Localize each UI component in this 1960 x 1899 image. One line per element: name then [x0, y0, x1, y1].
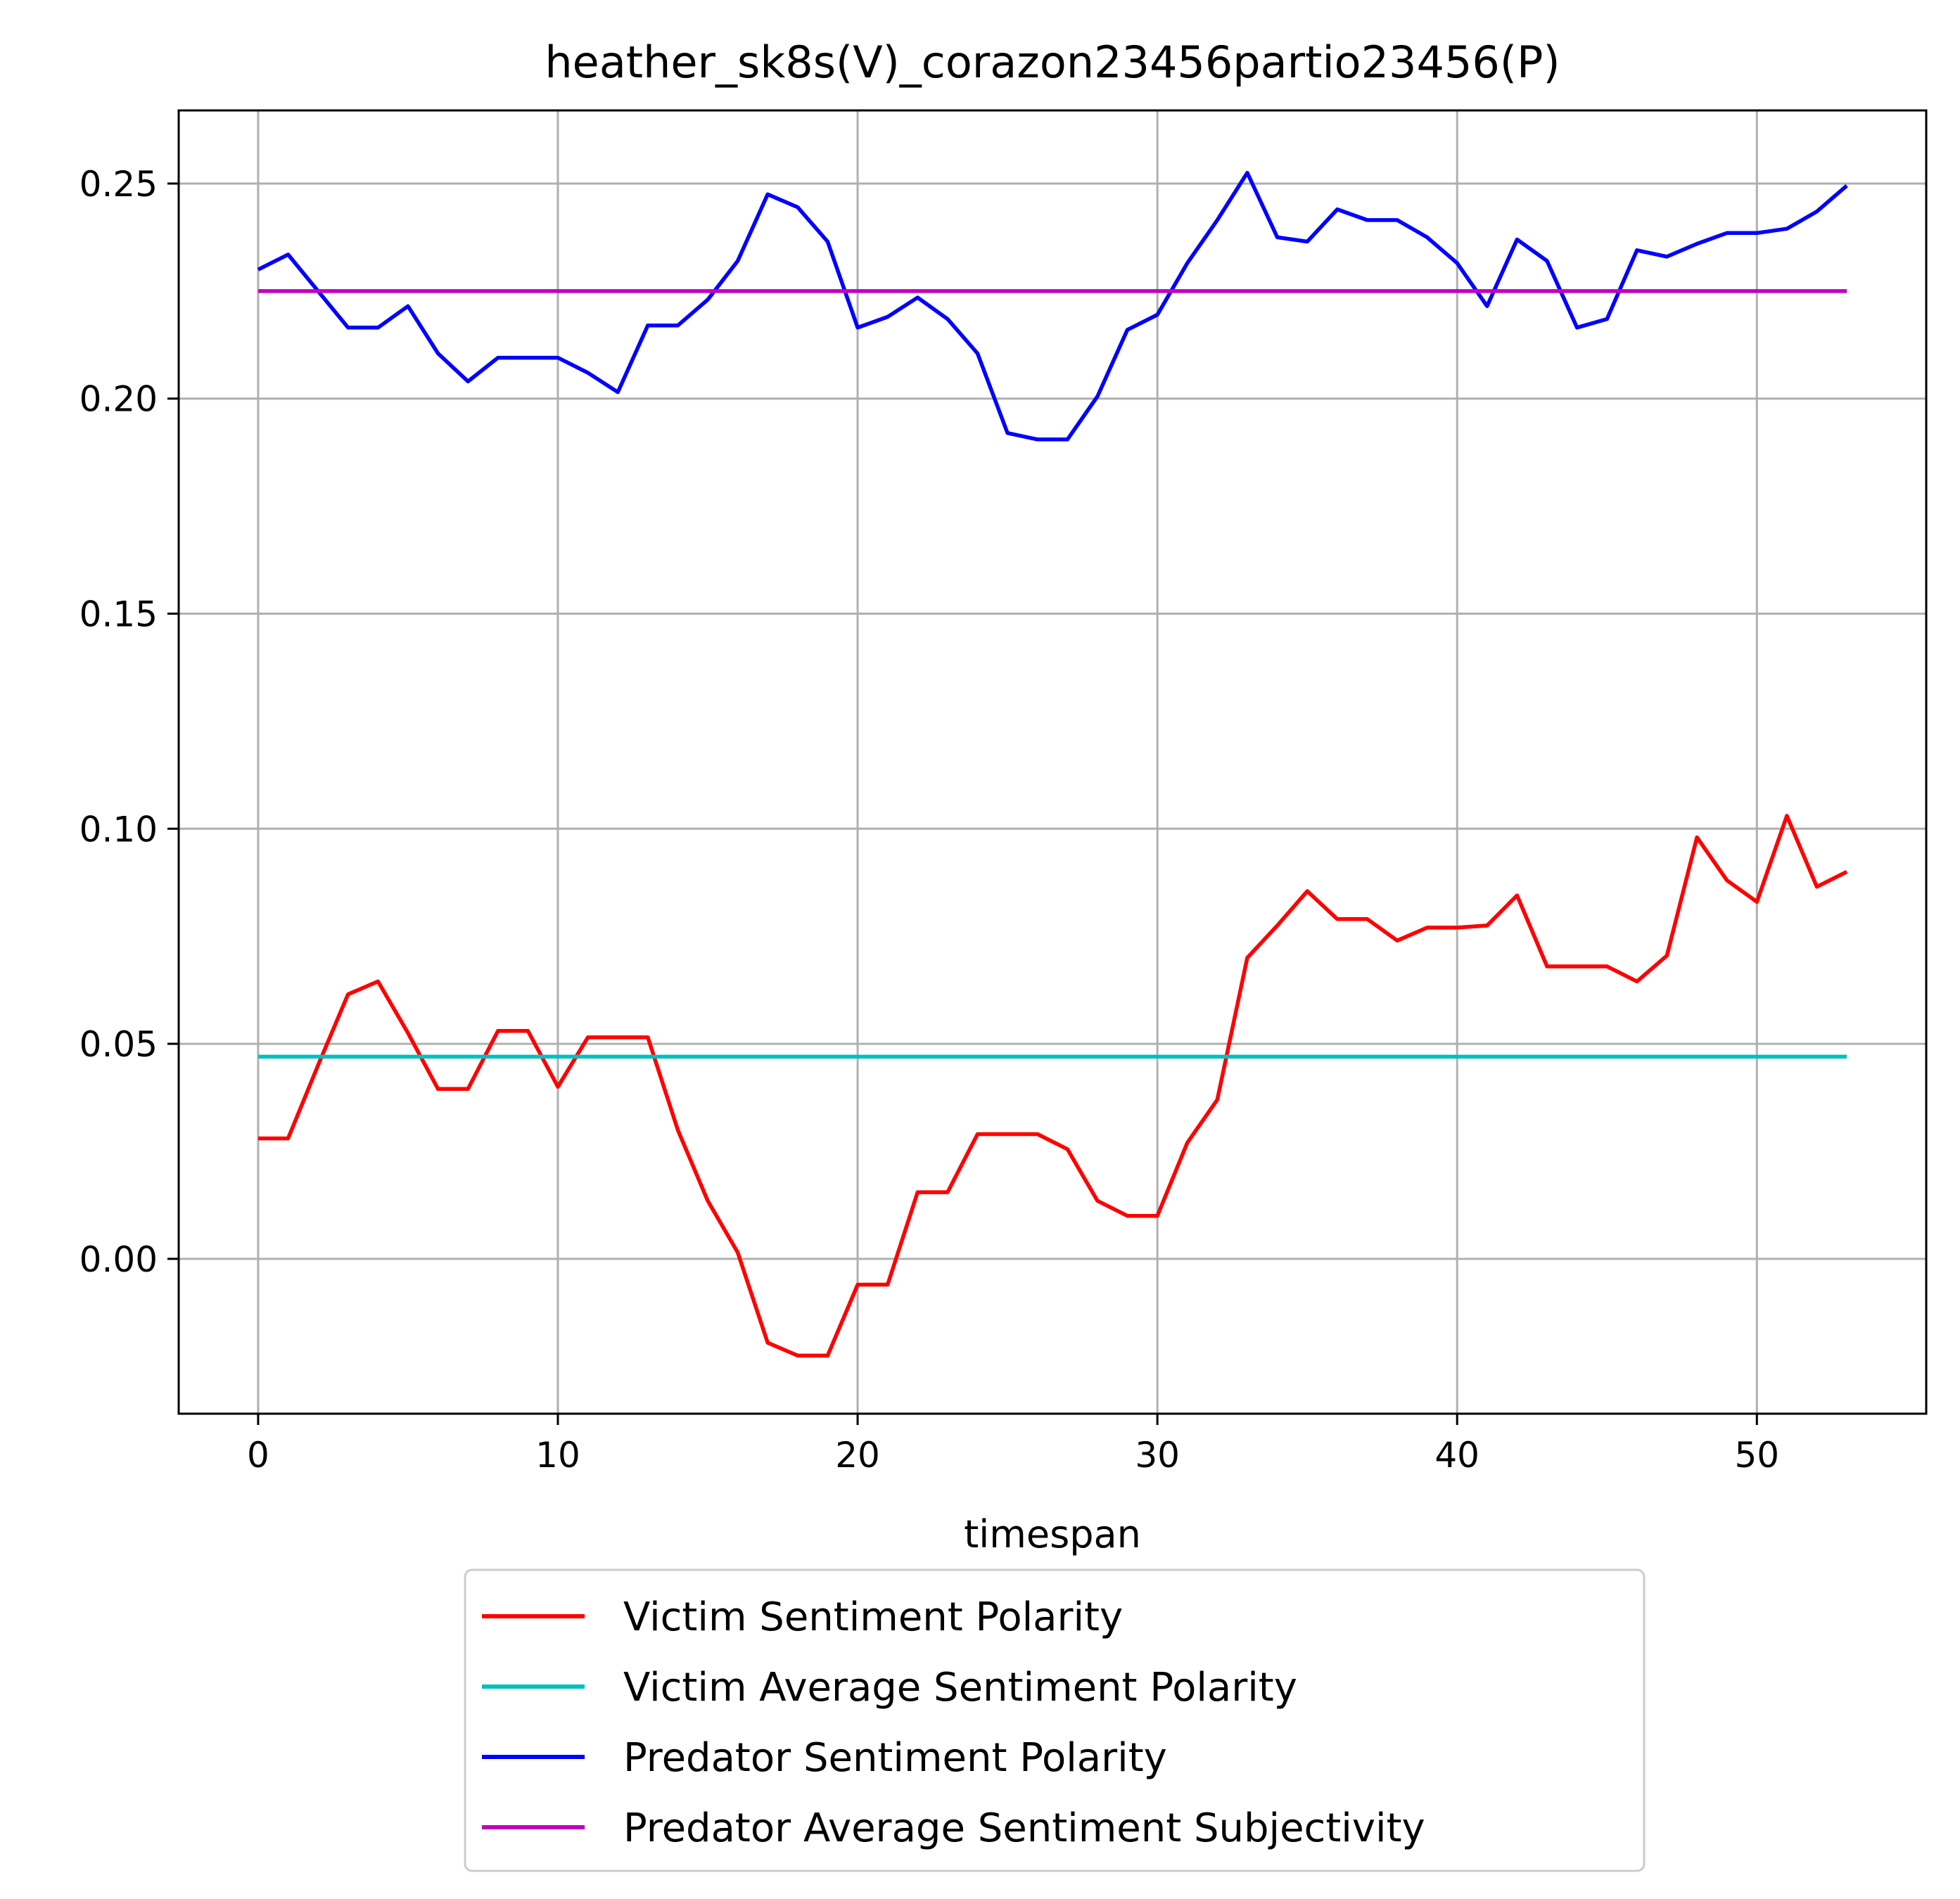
legend-entry-1: Victim Average Sentiment Polarity: [623, 1665, 1297, 1711]
y-tick-label-2: 0.10: [79, 809, 158, 850]
x-tick-label-3: 30: [1135, 1435, 1180, 1476]
legend-box: [464, 1568, 1646, 1872]
x-tick-label-0: 0: [247, 1435, 269, 1476]
legend-entry-2: Predator Sentiment Polarity: [623, 1735, 1167, 1781]
legend-entry-3: Predator Average Sentiment Subjectivity: [623, 1805, 1425, 1851]
series-line-predator-sentiment-polarity: [257, 170, 1848, 442]
series-lines: [257, 170, 1848, 1358]
plot-frame: [177, 109, 1928, 1415]
y-tick-label-0: 0.00: [79, 1239, 158, 1280]
x-axis-label: timespan: [964, 1512, 1141, 1556]
legend-entry-0: Victim Sentiment Polarity: [623, 1594, 1123, 1640]
x-tick-label-5: 50: [1734, 1435, 1779, 1476]
y-tick-label-3: 0.15: [79, 594, 158, 635]
x-tick-label-4: 40: [1434, 1435, 1479, 1476]
series-line-victim-sentiment-polarity: [257, 814, 1848, 1358]
x-tick-label-1: 10: [535, 1435, 580, 1476]
y-tick-label-1: 0.05: [79, 1024, 158, 1065]
legend: Victim Sentiment Polarity Victim Average …: [464, 1568, 1646, 1872]
y-tick-label-4: 0.20: [79, 379, 158, 420]
axis-ticks: 0 10 20 30 40 50 0.00 0.05 0.10 0.15 0.20 0.25: [79, 164, 1779, 1476]
x-tick-label-2: 20: [835, 1435, 880, 1476]
chart-title: heather_sk8s(V)_corazon23456partio23456(…: [545, 37, 1560, 88]
y-tick-label-5: 0.25: [79, 164, 158, 205]
